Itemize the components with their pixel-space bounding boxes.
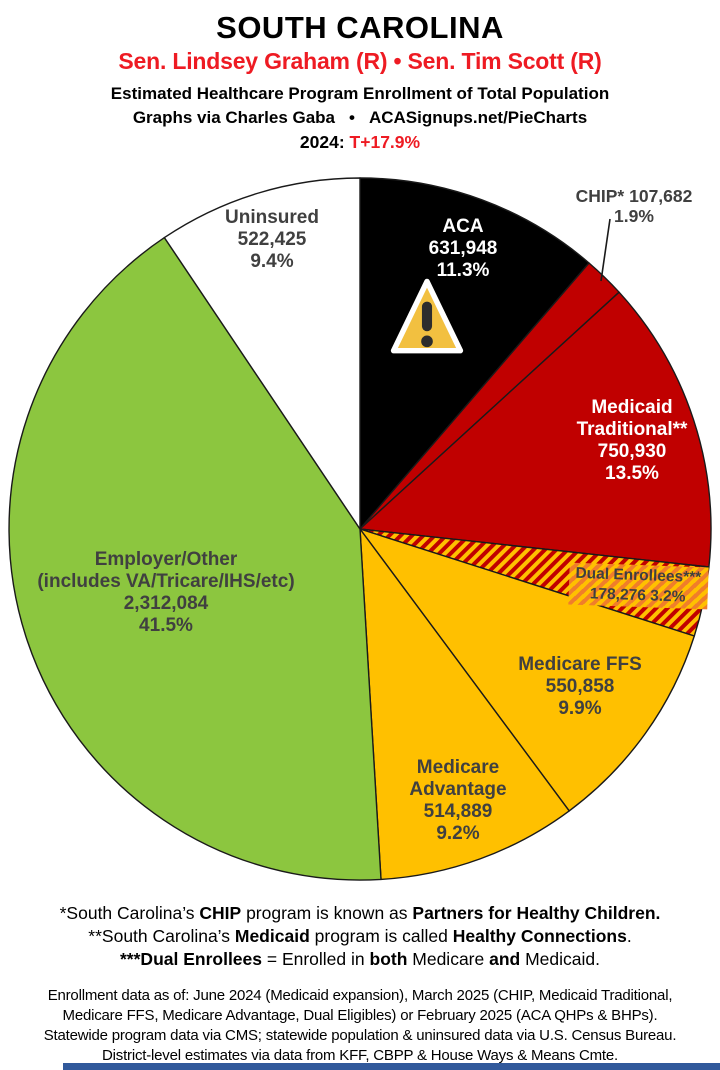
footnote-segment: Medicaid.	[520, 949, 600, 969]
source-note-line: Medicare FFS, Medicare Advantage, Dual E…	[62, 1007, 658, 1024]
pie-slice-medicare-ffs	[359, 528, 695, 812]
subtitle-enrollment: Estimated Healthcare Program Enrollment …	[110, 84, 610, 103]
senators-line: Sen. Lindsey Graham (R) • Sen. Tim Scott…	[118, 48, 602, 74]
warning-icon	[390, 278, 464, 354]
pie-slice-aca	[359, 177, 590, 530]
footnote-segment: **South Carolina’s	[88, 926, 235, 946]
partisan-lean-line: 2024: T+17.9%	[0, 132, 720, 153]
bullet-separator: •	[349, 108, 355, 127]
footnote-line-2: ***Dual Enrollees = Enrolled in both Med…	[0, 948, 720, 971]
pie-slice-employer-other	[8, 236, 382, 881]
footnote-segment: Medicare	[407, 949, 490, 969]
pie-slice-medicare-advantage	[359, 528, 570, 881]
credit-text: Graphs via Charles Gaba	[132, 108, 336, 127]
subtitle-credit-line: Graphs via Charles Gaba • ACASignups.net…	[0, 108, 720, 128]
site-text: ACASignups.net/PieCharts	[368, 108, 588, 127]
year-label: 2024:	[299, 132, 345, 152]
source-note-line: Enrollment data as of: June 2024 (Medica…	[47, 987, 673, 1004]
source-note-block: Enrollment data as of: June 2024 (Medica…	[0, 986, 720, 1066]
footnote-segment: program is known as	[241, 903, 413, 923]
footnote-segment: Partners for Healthy Children.	[412, 903, 661, 923]
footnote-segment: program is called	[309, 926, 453, 946]
chip-leader-line	[600, 218, 611, 282]
lean-value: T+17.9%	[349, 132, 421, 152]
footnote-segment: CHIP	[199, 903, 242, 923]
footnote-segment: and	[489, 949, 521, 969]
pie-slice-medicaid-traditional	[359, 291, 712, 568]
bottom-accent-bar	[63, 1063, 720, 1070]
footnote-segment: = Enrolled in	[262, 949, 370, 969]
pie-slices-group	[8, 177, 712, 881]
footnote-segment: *South Carolina’s	[59, 903, 200, 923]
footnote-line-0: *South Carolina’s CHIP program is known …	[0, 902, 720, 925]
source-note-line: District-level estimates via data from K…	[102, 1047, 618, 1064]
footnote-segment: ***Dual Enrollees	[120, 949, 262, 969]
state-title: SOUTH CAROLINA	[216, 10, 504, 45]
footnote-segment: Medicaid	[234, 926, 310, 946]
source-note-line: Statewide program data via CMS; statewid…	[43, 1027, 677, 1044]
footnote-segment: .	[626, 926, 632, 946]
footnote-segment: Healthy Connections	[452, 926, 627, 946]
footnotes-block: *South Carolina’s CHIP program is known …	[0, 902, 720, 971]
pie-slice-uninsured	[163, 177, 361, 530]
footnote-segment: both	[369, 949, 408, 969]
footnote-line-1: **South Carolina’s Medicaid program is c…	[0, 925, 720, 948]
